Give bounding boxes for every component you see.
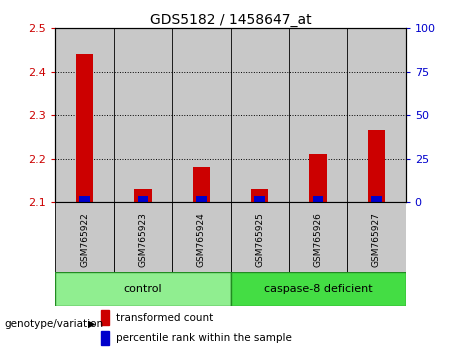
Text: transformed count: transformed count: [116, 313, 213, 323]
Text: GSM765925: GSM765925: [255, 212, 264, 267]
Bar: [254, 195, 265, 202]
Bar: [368, 130, 385, 202]
Bar: [230, 28, 289, 202]
Bar: [251, 189, 268, 202]
Bar: [193, 167, 210, 202]
Bar: [172, 28, 230, 202]
Text: percentile rank within the sample: percentile rank within the sample: [116, 333, 291, 343]
Bar: [138, 195, 148, 202]
Bar: [172, 202, 230, 272]
Bar: [230, 202, 289, 272]
Bar: [101, 310, 109, 325]
Bar: [76, 55, 93, 202]
Bar: [55, 202, 114, 272]
Bar: [347, 28, 406, 202]
Bar: [371, 195, 382, 202]
Title: GDS5182 / 1458647_at: GDS5182 / 1458647_at: [150, 13, 311, 27]
Text: genotype/variation: genotype/variation: [5, 319, 104, 329]
Bar: [114, 28, 172, 202]
Bar: [55, 28, 114, 202]
Bar: [289, 202, 347, 272]
Bar: [196, 195, 207, 202]
Bar: [114, 202, 172, 272]
Bar: [289, 28, 347, 202]
Text: control: control: [124, 284, 162, 294]
Bar: [101, 331, 109, 345]
Bar: [230, 272, 406, 306]
Bar: [347, 202, 406, 272]
Bar: [79, 195, 90, 202]
Bar: [313, 195, 323, 202]
Text: GSM765922: GSM765922: [80, 213, 89, 267]
Text: GSM765926: GSM765926: [313, 212, 323, 267]
Bar: [134, 189, 152, 202]
Text: GSM765927: GSM765927: [372, 212, 381, 267]
Text: GSM765924: GSM765924: [197, 213, 206, 267]
Bar: [309, 154, 327, 202]
Bar: [55, 272, 230, 306]
Text: ▶: ▶: [88, 319, 95, 329]
Text: caspase-8 deficient: caspase-8 deficient: [264, 284, 372, 294]
Text: GSM765923: GSM765923: [138, 212, 148, 267]
